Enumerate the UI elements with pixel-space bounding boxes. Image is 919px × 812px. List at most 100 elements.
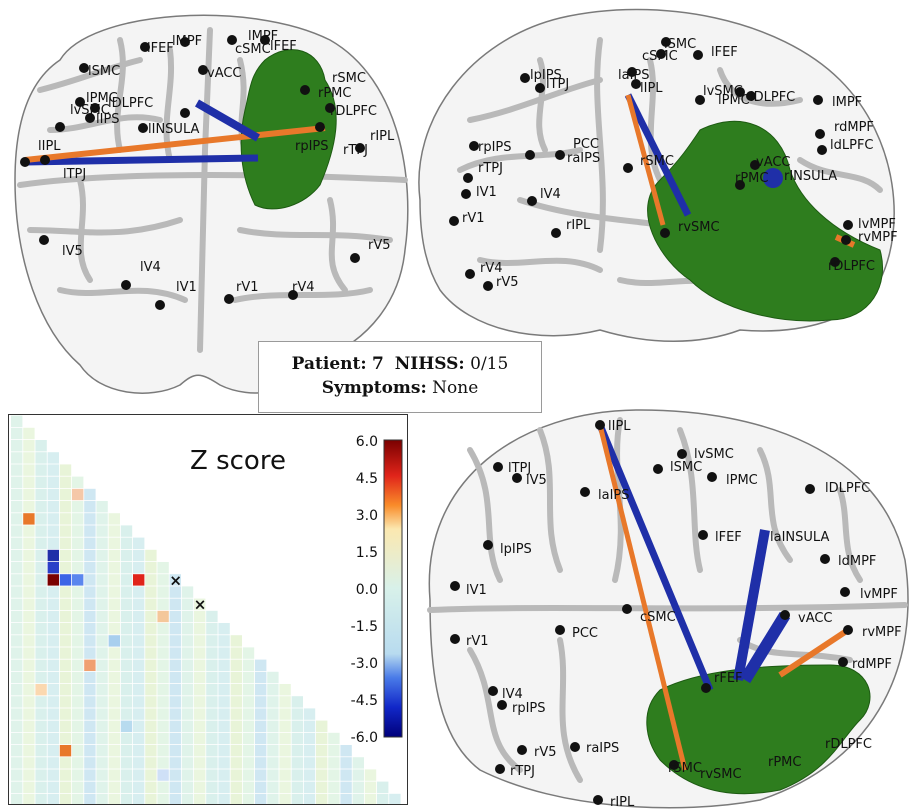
matrix-cell bbox=[59, 793, 72, 804]
matrix-cell bbox=[59, 684, 72, 696]
matrix-cell bbox=[59, 488, 72, 501]
matrix-cell bbox=[279, 720, 291, 732]
lateral-negative-connection bbox=[624, 93, 692, 217]
matrix-cell bbox=[291, 732, 303, 745]
matrix-cell bbox=[47, 623, 59, 635]
matrix-cell bbox=[120, 537, 133, 549]
matrix-cell bbox=[145, 769, 157, 781]
matrix-cell bbox=[120, 671, 133, 684]
matrix-cell bbox=[120, 745, 133, 757]
node-label: rpIPS bbox=[295, 139, 329, 154]
matrix-cell bbox=[47, 781, 59, 793]
matrix-cell bbox=[181, 647, 194, 659]
matrix-cell bbox=[145, 586, 157, 598]
node-label: lMPF bbox=[832, 95, 862, 110]
matrix-cell bbox=[169, 623, 181, 635]
matrix-cell bbox=[169, 745, 181, 757]
matrix-cell bbox=[255, 720, 267, 732]
node-label: lMPF bbox=[172, 34, 202, 49]
matrix-cell bbox=[230, 769, 242, 781]
matrix-cell bbox=[120, 793, 133, 804]
lateral-node-labels: lpIPS lTPJ laIPS lIPL cSMC lSMC lFEF lvS… bbox=[462, 37, 898, 290]
matrix-cell bbox=[84, 537, 96, 549]
matrix-cell bbox=[84, 635, 96, 647]
node-label: rIPL bbox=[566, 218, 591, 233]
matrix-cell bbox=[108, 525, 120, 537]
matrix-cell bbox=[328, 769, 340, 781]
matrix-cell bbox=[23, 708, 35, 720]
matrix-cell bbox=[23, 793, 35, 804]
matrix-cell bbox=[206, 757, 218, 769]
matrix-cell bbox=[157, 647, 169, 659]
matrix-cell bbox=[194, 732, 206, 745]
matrix-cell bbox=[377, 781, 389, 793]
matrix-cell bbox=[169, 696, 181, 708]
matrix-cell bbox=[120, 525, 133, 537]
matrix-cell bbox=[230, 696, 242, 708]
dorsal-node-labels: lIPL lTPJ lV5 lvSMC lSMC lPMC lDLPFC laI… bbox=[466, 419, 902, 810]
matrix-cell bbox=[47, 574, 59, 586]
node-label: rPMC bbox=[768, 755, 801, 770]
matrix-cell bbox=[59, 708, 72, 720]
matrix-cell bbox=[108, 635, 120, 647]
matrix-cell bbox=[23, 757, 35, 769]
matrix-cell bbox=[181, 745, 194, 757]
matrix-cell bbox=[279, 793, 291, 804]
matrix-cell bbox=[255, 684, 267, 696]
node-label: ldLPFC bbox=[830, 138, 874, 153]
matrix-cell bbox=[59, 476, 72, 488]
matrix-cell bbox=[279, 745, 291, 757]
matrix-cell bbox=[11, 623, 23, 635]
matrix-cell bbox=[206, 647, 218, 659]
node-label: lvSMC bbox=[703, 84, 743, 99]
matrix-cell bbox=[59, 574, 72, 586]
matrix-cell bbox=[242, 769, 255, 781]
matrix-cell bbox=[35, 464, 47, 476]
node-label: cSMC bbox=[640, 610, 676, 625]
dorsal-nodes bbox=[450, 420, 853, 805]
matrix-cell bbox=[84, 525, 96, 537]
matrix-cell bbox=[133, 732, 145, 745]
dorsal-negative-connection bbox=[733, 529, 770, 681]
matrix-cell bbox=[267, 769, 279, 781]
matrix-cell bbox=[340, 793, 352, 804]
matrix-cell bbox=[35, 696, 47, 708]
matrix-cell bbox=[364, 793, 377, 804]
matrix-cell bbox=[84, 720, 96, 732]
nihss-label: NIHSS: bbox=[394, 354, 465, 374]
node-label: lTPJ bbox=[546, 77, 569, 92]
dorsal-negative-connection bbox=[739, 611, 791, 684]
matrix-cell bbox=[23, 549, 35, 562]
matrix-cell bbox=[35, 574, 47, 586]
matrix-cell bbox=[218, 696, 230, 708]
node-label: rV1 bbox=[236, 280, 259, 295]
matrix-cell bbox=[11, 769, 23, 781]
matrix-cell bbox=[230, 745, 242, 757]
matrix-cell bbox=[242, 659, 255, 671]
matrix-cell bbox=[96, 671, 108, 684]
matrix-cell bbox=[242, 696, 255, 708]
posterior-positive-connection bbox=[24, 125, 326, 163]
matrix-cell bbox=[11, 488, 23, 501]
matrix-cell bbox=[242, 757, 255, 769]
matrix-cell bbox=[108, 623, 120, 635]
matrix-cell bbox=[72, 708, 84, 720]
node-label: vACC bbox=[207, 66, 242, 81]
matrix-cell bbox=[303, 745, 316, 757]
matrix-cell bbox=[72, 562, 84, 574]
matrix-cell bbox=[181, 610, 194, 623]
matrix-cell bbox=[59, 598, 72, 610]
matrix-cell bbox=[218, 647, 230, 659]
matrix-cell bbox=[11, 671, 23, 684]
matrix-cell bbox=[35, 671, 47, 684]
matrix-cell bbox=[96, 684, 108, 696]
matrix-cell bbox=[23, 513, 35, 525]
matrix-cell bbox=[108, 757, 120, 769]
matrix-cell bbox=[145, 745, 157, 757]
node-label: lPMC bbox=[718, 93, 750, 108]
node-label: rIPL bbox=[610, 795, 635, 810]
matrix-cell bbox=[35, 769, 47, 781]
matrix-cell bbox=[194, 708, 206, 720]
matrix-cell bbox=[255, 659, 267, 671]
matrix-cell bbox=[72, 635, 84, 647]
